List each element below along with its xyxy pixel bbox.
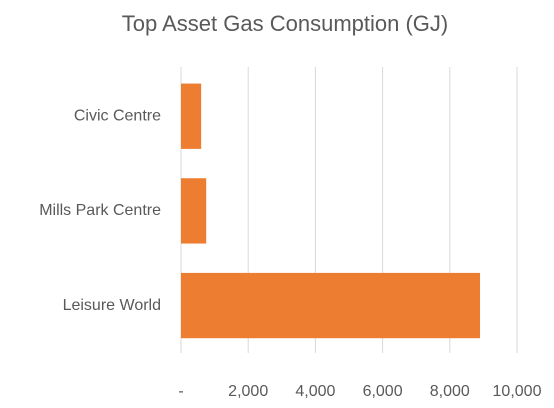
- x-tick-label: 2,000: [228, 383, 268, 400]
- chart-title: Top Asset Gas Consumption (GJ): [122, 11, 448, 36]
- y-tick-label: Leisure World: [63, 297, 161, 314]
- y-tick-label: Civic Centre: [74, 107, 161, 124]
- bar: [181, 272, 481, 339]
- bar: [181, 83, 202, 149]
- y-tick-label: Mills Park Centre: [39, 202, 161, 219]
- x-tick-label: 6,000: [363, 383, 403, 400]
- x-tick-label: 10,000: [493, 383, 542, 400]
- x-tick-label: 4,000: [295, 383, 335, 400]
- x-tick-label: 8,000: [430, 383, 470, 400]
- bar: [181, 178, 207, 244]
- x-tick-label: -: [178, 383, 183, 400]
